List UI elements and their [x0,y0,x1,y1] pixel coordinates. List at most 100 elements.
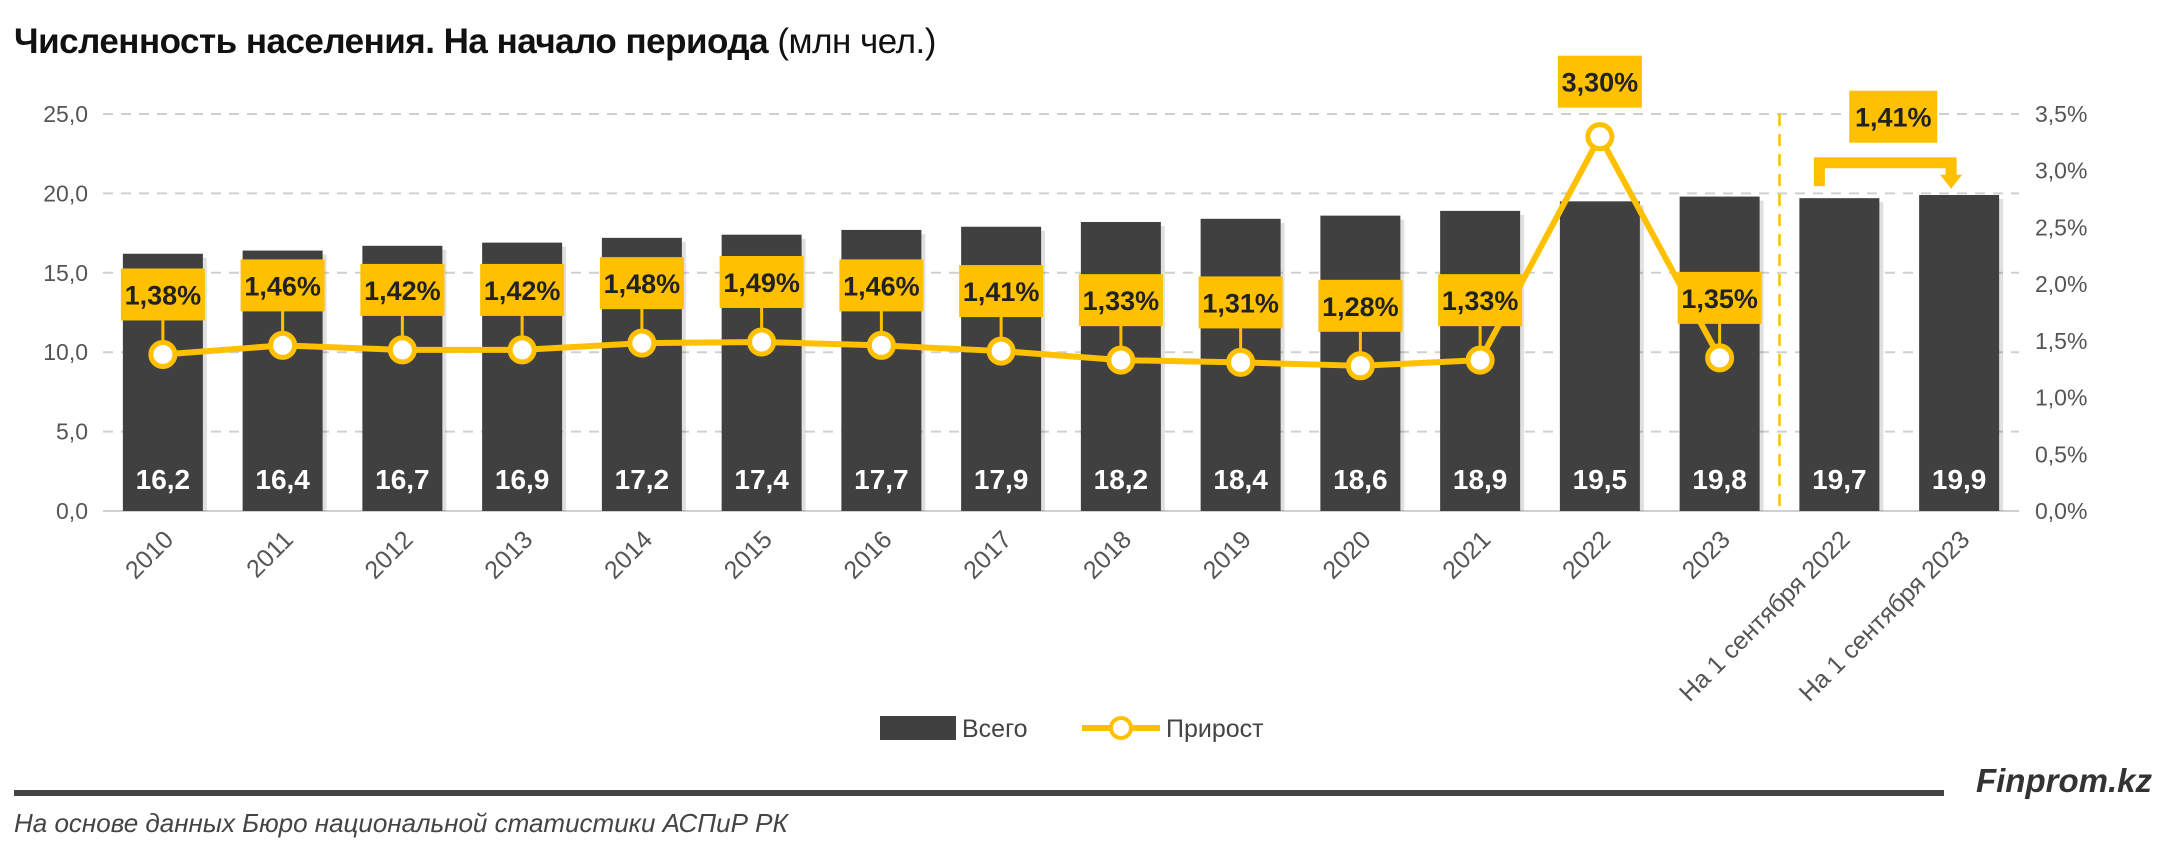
bar-value-label: 18,9 [1453,464,1508,495]
annotation-label: 1,41% [1855,103,1932,133]
y-right-tick-label: 1,5% [2035,328,2087,354]
annotation-bracket [1813,157,1957,187]
growth-label: 1,38% [125,280,202,310]
annotation-arrow [1940,174,1963,189]
bar-value-label: 17,9 [974,464,1029,495]
growth-label: 3,30% [1562,68,1639,98]
growth-label-box [360,263,445,316]
growth-label-box [240,259,325,312]
growth-label-box [1318,279,1403,332]
growth-marker [747,327,777,357]
annotation-label-box [1849,90,1938,143]
growth-label-box [1677,271,1762,324]
y-right-tick-label: 3,5% [2035,101,2087,127]
chart-title: Численность населения. На начало периода… [14,22,936,61]
bar [1799,198,1880,511]
x-tick-label: 2023 [1677,525,1736,584]
x-tick-label: 2018 [1078,525,1137,584]
x-tick-label: 2012 [359,525,418,584]
growth-marker [866,330,896,360]
growth-label-box [599,257,684,310]
growth-marker [507,335,537,365]
growth-marker [627,328,657,358]
growth-marker [1226,347,1256,377]
growth-marker [986,336,1016,366]
growth-label: 1,42% [484,276,561,306]
y-left-tick-label: 15,0 [43,260,88,286]
growth-label: 1,28% [1322,292,1399,322]
y-right-tick-label: 3,0% [2035,158,2087,184]
x-tick-label: 2011 [241,525,299,583]
bar-value-label: 18,4 [1213,464,1268,495]
y-right-tick-label: 0,0% [2035,498,2087,524]
x-tick-label: 2020 [1317,525,1376,584]
y-right-tick-label: 1,0% [2035,385,2087,411]
growth-label-box [839,259,924,312]
y-right-tick-label: 0,5% [2035,441,2087,467]
growth-marker [387,335,417,365]
y-left-tick-label: 20,0 [43,180,88,206]
y-left-tick-label: 25,0 [43,101,88,127]
bar-value-label: 17,2 [615,464,670,495]
y-right-tick-label: 2,0% [2035,271,2087,297]
bar-value-label: 18,6 [1333,464,1388,495]
legend-label-bars: Всего [962,715,1028,743]
growth-marker [148,339,178,369]
bar-value-label: 16,4 [255,464,310,495]
bar-value-label: 18,2 [1094,464,1149,495]
x-tick-label: 2022 [1557,525,1616,584]
y-left-tick-label: 5,0 [56,419,88,445]
bar-value-label: 17,7 [854,464,909,495]
growth-marker [1345,351,1375,381]
growth-label: 1,31% [1202,288,1279,318]
growth-label-box [719,255,804,308]
growth-label-box [1078,274,1163,327]
bar-value-label: 19,9 [1932,464,1987,495]
bar-value-label: 19,7 [1812,464,1867,495]
growth-label-box [1198,276,1283,329]
bar [1559,201,1640,511]
y-left-tick-label: 10,0 [43,339,88,365]
growth-label: 1,33% [1083,286,1160,316]
growth-label-box [959,265,1044,318]
legend-swatch-bars [880,716,956,740]
x-tick-label: 2021 [1437,525,1496,584]
x-tick-label: 2015 [719,525,778,584]
bar-value-label: 17,4 [734,464,789,495]
growth-marker [1585,122,1615,152]
source-note: На основе данных Бюро национальной стати… [14,808,788,838]
growth-line [162,133,1723,369]
y-right-tick-label: 2,5% [2035,214,2087,240]
growth-marker [268,330,298,360]
growth-label: 1,33% [1442,286,1519,316]
bar-value-label: 19,8 [1692,464,1747,495]
brand-logo: Finprom.kz [1975,762,2152,799]
growth-label: 1,42% [364,276,441,306]
bar-value-label: 16,2 [136,464,191,495]
growth-label-box [1438,274,1523,327]
x-tick-label: 2010 [120,525,179,584]
growth-marker [1465,345,1495,375]
growth-label: 1,35% [1681,284,1758,314]
bar-value-label: 16,9 [495,464,550,495]
x-tick-label: 2014 [599,525,658,584]
growth-label: 1,49% [723,268,800,298]
growth-label-box [120,268,205,321]
growth-label-box [1557,55,1642,108]
growth-marker [1705,343,1735,373]
legend-swatch-marker [1109,716,1133,740]
growth-label: 1,46% [244,271,321,301]
growth-label-box [480,263,565,316]
x-tick-label: 2013 [479,525,538,584]
growth-label: 1,41% [963,277,1040,307]
bar [1919,194,2000,511]
x-tick-label: 2016 [838,525,897,584]
bar-value-label: 19,5 [1573,464,1628,495]
bar-value-label: 16,7 [375,464,430,495]
growth-label: 1,46% [843,271,920,301]
legend-label-line: Прирост [1166,715,1264,743]
x-tick-label: 2019 [1198,525,1257,584]
growth-label: 1,48% [604,269,681,299]
growth-marker [1106,345,1136,375]
